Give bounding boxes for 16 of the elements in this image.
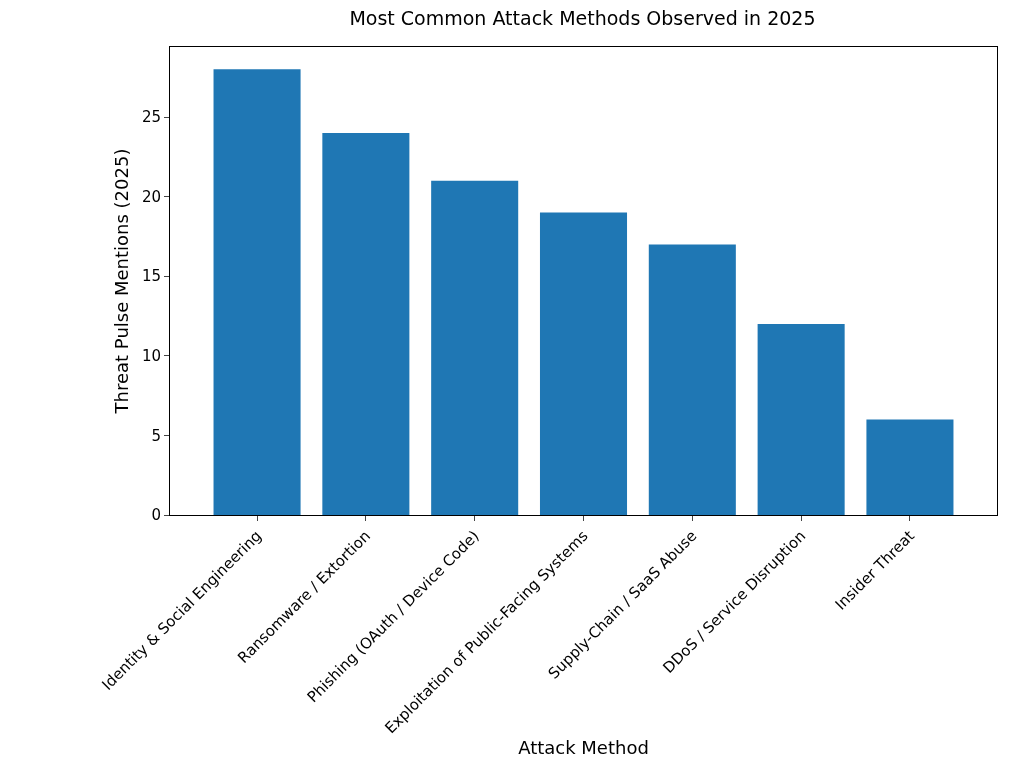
bar: [431, 180, 519, 515]
y-tick-label: 15: [141, 267, 161, 286]
y-tick-label: 5: [151, 426, 161, 445]
bar: [539, 212, 628, 515]
y-axis-title: Threat Pulse Mentions (2025): [111, 148, 133, 415]
y-tick-label: 10: [141, 347, 161, 366]
x-axis-title: Attack Method: [518, 737, 649, 758]
bar: [322, 132, 410, 515]
bar: [648, 244, 736, 515]
bar: [866, 419, 954, 515]
chart-title: Most Common Attack Methods Observed in 2025: [349, 6, 816, 29]
y-tick-label: 0: [151, 506, 161, 525]
y-tick-label: 20: [141, 187, 161, 206]
bar: [757, 323, 845, 515]
y-tick-label: 25: [141, 108, 161, 127]
bar: [213, 69, 301, 515]
